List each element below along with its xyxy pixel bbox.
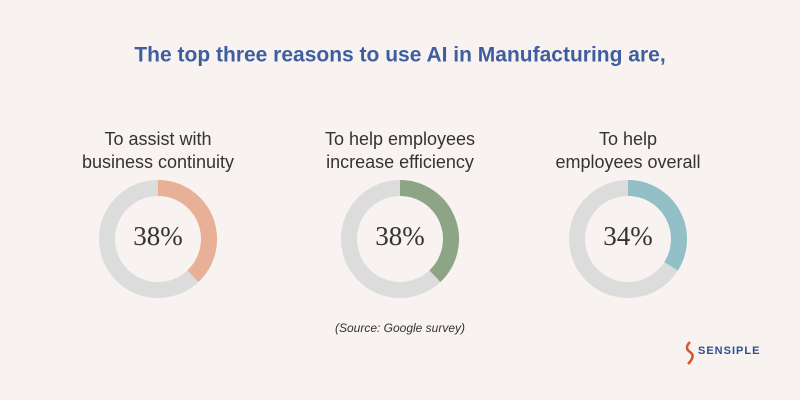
page-title: The top three reasons to use AI in Manuf… xyxy=(134,44,665,67)
donut-title: To help xyxy=(599,129,657,149)
donut-arc xyxy=(627,180,687,271)
source-note: (Source: Google survey) xyxy=(335,321,465,335)
donut-title: To assist with xyxy=(104,129,211,149)
donut-title: To help employees xyxy=(325,129,475,149)
donut-title: business continuity xyxy=(82,152,234,172)
donut-title: employees overall xyxy=(555,152,700,172)
donut-arc xyxy=(399,180,459,283)
donut-title: increase efficiency xyxy=(326,152,474,172)
donut-arc xyxy=(157,180,217,283)
logo-icon xyxy=(685,341,694,365)
value-label: 38% xyxy=(375,221,425,251)
value-label: 34% xyxy=(603,221,653,251)
logo: SENSIPLE xyxy=(698,345,760,357)
value-label: 38% xyxy=(133,221,183,251)
